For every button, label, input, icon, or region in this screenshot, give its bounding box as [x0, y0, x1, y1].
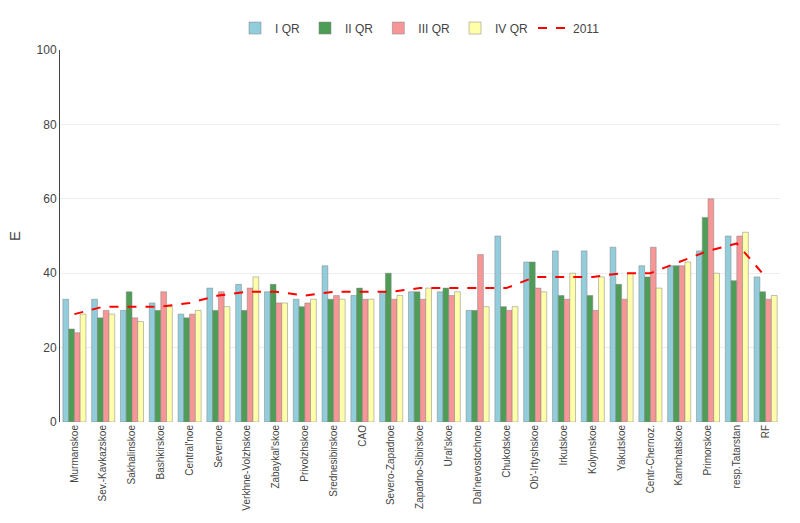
svg-text:Srednesibirskoe: Srednesibirskoe: [328, 425, 339, 497]
svg-text:Centr-Chernoz.: Centr-Chernoz.: [645, 425, 656, 493]
svg-text:60: 60: [43, 192, 57, 206]
svg-text:Irkutskoe: Irkutskoe: [558, 425, 569, 466]
svg-text:Ural'skoe: Ural'skoe: [443, 425, 454, 467]
svg-text:Kolymskoe: Kolymskoe: [587, 425, 598, 474]
svg-text:Dal'nevostochnoe: Dal'nevostochnoe: [472, 425, 483, 505]
svg-text:RF: RF: [760, 425, 771, 438]
svg-text:Severnoe: Severnoe: [213, 425, 224, 468]
svg-text:Privolzhskoe: Privolzhskoe: [299, 425, 310, 482]
svg-text:Yakutskoe: Yakutskoe: [616, 425, 627, 471]
svg-text:Sev.-Kavkazskoe: Sev.-Kavkazskoe: [97, 425, 108, 502]
svg-text:Kamchatskoe: Kamchatskoe: [673, 425, 684, 486]
svg-text:Central'noe: Central'noe: [184, 425, 195, 476]
svg-text:IV QR: IV QR: [495, 22, 528, 36]
svg-text:Sakhalinskoe: Sakhalinskoe: [126, 425, 137, 485]
svg-text:100: 100: [37, 43, 57, 57]
svg-text:Primorskoe: Primorskoe: [702, 425, 713, 476]
svg-text:Severo-Zapadnoe: Severo-Zapadnoe: [385, 425, 396, 505]
svg-text:Bashkirskoe: Bashkirskoe: [155, 425, 166, 480]
svg-text:40: 40: [43, 266, 57, 280]
svg-text:Zapadno-Sibirskoe: Zapadno-Sibirskoe: [414, 425, 425, 509]
svg-text:II QR: II QR: [345, 22, 373, 36]
svg-text:Murmanskoe: Murmanskoe: [69, 425, 80, 483]
svg-text:III QR: III QR: [418, 22, 450, 36]
svg-text:I QR: I QR: [275, 22, 300, 36]
svg-text:Ob'-Irtyshskoe: Ob'-Irtyshskoe: [529, 425, 540, 490]
svg-text:80: 80: [43, 118, 57, 132]
svg-text:2011: 2011: [573, 22, 599, 36]
svg-text:Chukotskoe: Chukotskoe: [501, 425, 512, 478]
svg-text:resp.Tatarstan: resp.Tatarstan: [731, 425, 742, 488]
svg-text:Zabaykal'skoe: Zabaykal'skoe: [270, 425, 281, 489]
svg-text:0: 0: [50, 415, 57, 429]
svg-text:Verkhne-Volzhskoe: Verkhne-Volzhskoe: [241, 425, 252, 511]
svg-text:E: E: [6, 231, 23, 241]
svg-text:20: 20: [43, 341, 57, 355]
svg-text:CAO: CAO: [357, 425, 368, 447]
